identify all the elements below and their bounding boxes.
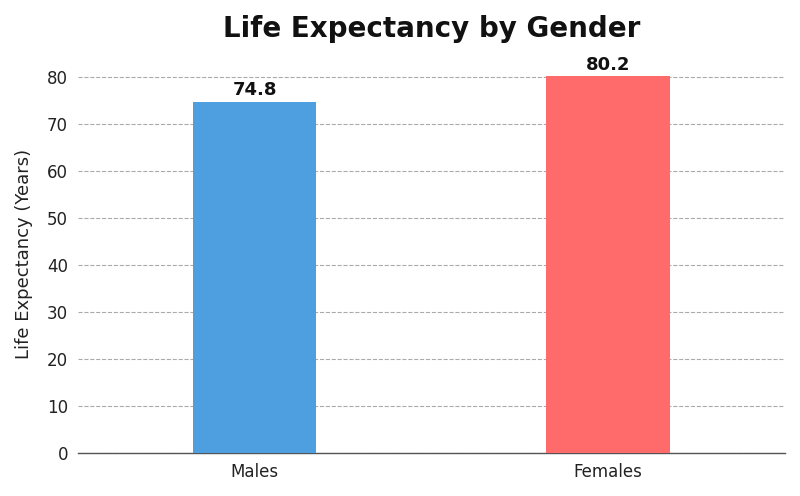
Text: 80.2: 80.2 xyxy=(586,56,630,74)
Y-axis label: Life Expectancy (Years): Life Expectancy (Years) xyxy=(15,148,33,359)
Title: Life Expectancy by Gender: Life Expectancy by Gender xyxy=(222,15,640,43)
Bar xyxy=(193,102,317,453)
Text: 74.8: 74.8 xyxy=(232,81,277,99)
Bar xyxy=(546,76,670,453)
